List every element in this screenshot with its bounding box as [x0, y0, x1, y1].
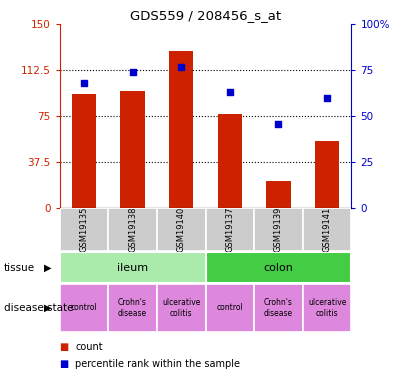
Text: GSM19140: GSM19140 — [177, 207, 186, 252]
Text: GSM19138: GSM19138 — [128, 207, 137, 252]
Bar — [206, 284, 254, 332]
Bar — [303, 284, 351, 332]
Bar — [315, 141, 339, 208]
Text: ulcerative
colitis: ulcerative colitis — [162, 298, 201, 318]
Bar — [254, 284, 303, 332]
Bar — [120, 90, 145, 208]
Text: count: count — [75, 342, 103, 352]
Text: ▶: ▶ — [44, 303, 51, 313]
Point — [129, 69, 136, 75]
Point — [324, 95, 330, 101]
Text: ▶: ▶ — [44, 263, 51, 273]
Bar — [108, 284, 157, 332]
Point — [226, 89, 233, 95]
Text: ■: ■ — [60, 359, 69, 369]
Bar — [254, 208, 303, 251]
Bar — [169, 51, 193, 208]
Text: control: control — [71, 303, 97, 312]
Point — [275, 121, 282, 127]
Bar — [266, 181, 291, 208]
Text: GSM19139: GSM19139 — [274, 207, 283, 252]
Text: colon: colon — [263, 263, 293, 273]
Text: GDS559 / 208456_s_at: GDS559 / 208456_s_at — [130, 9, 281, 22]
Bar — [206, 252, 351, 283]
Text: ■: ■ — [60, 342, 69, 352]
Bar — [206, 208, 254, 251]
Bar — [218, 114, 242, 208]
Text: GSM19135: GSM19135 — [79, 207, 88, 252]
Text: GSM19137: GSM19137 — [225, 207, 234, 252]
Bar — [303, 208, 351, 251]
Bar — [108, 208, 157, 251]
Text: ileum: ileum — [117, 263, 148, 273]
Point — [178, 64, 185, 70]
Text: disease state: disease state — [4, 303, 74, 313]
Bar — [157, 284, 206, 332]
Text: GSM19141: GSM19141 — [323, 207, 332, 252]
Text: percentile rank within the sample: percentile rank within the sample — [75, 359, 240, 369]
Bar — [72, 94, 96, 208]
Text: control: control — [217, 303, 243, 312]
Bar — [60, 208, 108, 251]
Text: tissue: tissue — [4, 263, 35, 273]
Bar — [157, 208, 206, 251]
Bar — [60, 252, 206, 283]
Bar — [60, 284, 108, 332]
Point — [81, 80, 87, 86]
Text: Crohn's
disease: Crohn's disease — [118, 298, 147, 318]
Text: ulcerative
colitis: ulcerative colitis — [308, 298, 346, 318]
Text: Crohn's
disease: Crohn's disease — [264, 298, 293, 318]
